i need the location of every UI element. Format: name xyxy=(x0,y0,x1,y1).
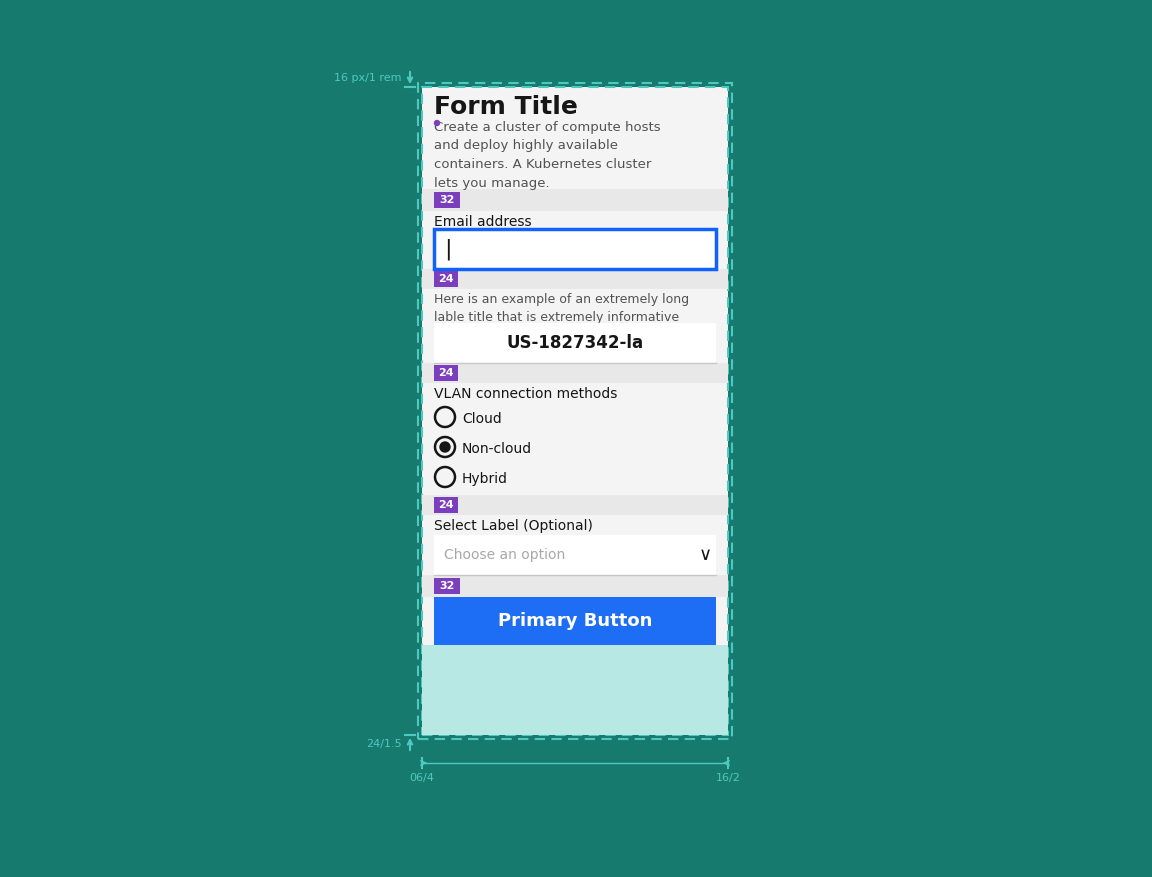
Bar xyxy=(422,645,728,735)
Text: Select Label (Optional): Select Label (Optional) xyxy=(434,519,593,533)
Bar xyxy=(422,495,728,515)
Text: Email address: Email address xyxy=(434,215,531,229)
Text: Non-cloud: Non-cloud xyxy=(462,442,532,456)
Text: |: | xyxy=(444,239,452,260)
Text: 24: 24 xyxy=(438,274,454,284)
Bar xyxy=(418,83,732,739)
Bar xyxy=(434,535,717,575)
Text: 16 px/1 rem: 16 px/1 rem xyxy=(334,73,402,83)
Text: 32: 32 xyxy=(439,195,455,205)
Bar xyxy=(434,497,458,513)
Bar xyxy=(422,363,728,383)
Text: Create a cluster of compute hosts
and deploy highly available
containers. A Kube: Create a cluster of compute hosts and de… xyxy=(434,121,660,189)
Circle shape xyxy=(440,442,450,452)
Text: VLAN connection methods: VLAN connection methods xyxy=(434,387,617,401)
Bar xyxy=(422,87,728,735)
Text: Primary Button: Primary Button xyxy=(498,612,652,630)
Text: 24/1.5: 24/1.5 xyxy=(366,739,402,749)
Text: Cloud: Cloud xyxy=(462,412,502,426)
Bar xyxy=(422,189,728,211)
Bar xyxy=(434,271,458,287)
Text: Here is an example of an extremely long
lable title that is extremely informativ: Here is an example of an extremely long … xyxy=(434,293,689,324)
Text: 06/4: 06/4 xyxy=(410,773,434,783)
Text: Form Title: Form Title xyxy=(434,95,578,119)
Text: US-1827342-la: US-1827342-la xyxy=(507,334,644,352)
Text: Choose an option: Choose an option xyxy=(444,548,566,562)
Text: 32: 32 xyxy=(439,581,455,591)
Bar xyxy=(434,323,717,363)
Bar xyxy=(434,192,460,208)
Bar xyxy=(422,269,728,289)
Bar xyxy=(434,365,458,381)
Bar xyxy=(434,229,717,269)
Text: Hybrid: Hybrid xyxy=(462,472,508,486)
Text: ∨: ∨ xyxy=(699,546,712,564)
Text: 24: 24 xyxy=(438,368,454,378)
Bar xyxy=(422,575,728,597)
Bar xyxy=(434,597,717,645)
Text: 16/2: 16/2 xyxy=(715,773,741,783)
Bar xyxy=(434,578,460,594)
Circle shape xyxy=(434,120,440,125)
Text: 24: 24 xyxy=(438,500,454,510)
